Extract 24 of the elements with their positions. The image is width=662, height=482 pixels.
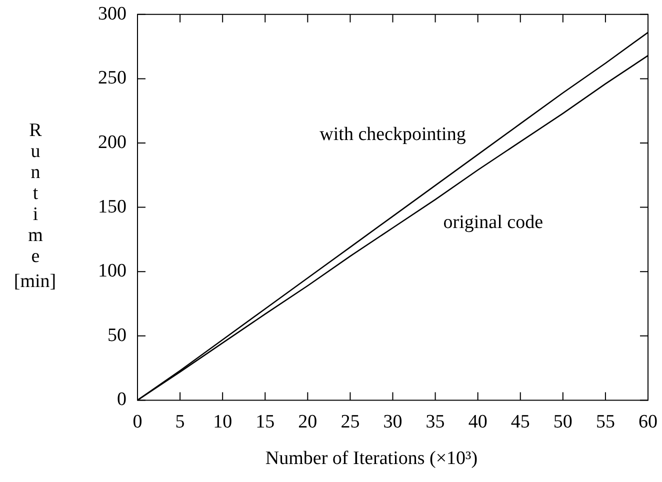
x-tick-label: 35: [426, 412, 445, 433]
x-tick-label: 25: [340, 412, 360, 433]
x-tick-label: 30: [383, 412, 402, 433]
y-axis-title: Runtime [min]: [12, 120, 58, 292]
x-tick-label: 10: [213, 412, 232, 433]
x-tick-label: 5: [175, 412, 185, 433]
x-tick-label: 15: [256, 412, 275, 433]
x-tick-label: 60: [638, 412, 658, 433]
x-tick-label: 45: [510, 412, 530, 433]
x-axis-title: Number of Iterations (×10³): [264, 448, 479, 470]
y-tick-label: 50: [108, 324, 126, 346]
y-tick-label: 0: [117, 389, 126, 410]
x-tick-label: 40: [468, 412, 488, 433]
y-tick-label: 100: [98, 260, 126, 282]
y-tick-label: 250: [98, 68, 126, 89]
series-label: with checkpointing: [320, 124, 466, 146]
x-tick-label: 50: [553, 412, 572, 433]
x-tick-label: 0: [132, 412, 142, 433]
series-label: original code: [443, 212, 544, 234]
y-tick-label: 200: [98, 132, 126, 153]
y-tick-label: 150: [98, 196, 126, 218]
y-tick-label: 300: [98, 3, 126, 24]
x-tick-label: 20: [298, 412, 318, 433]
x-tick-label: 55: [596, 412, 615, 433]
